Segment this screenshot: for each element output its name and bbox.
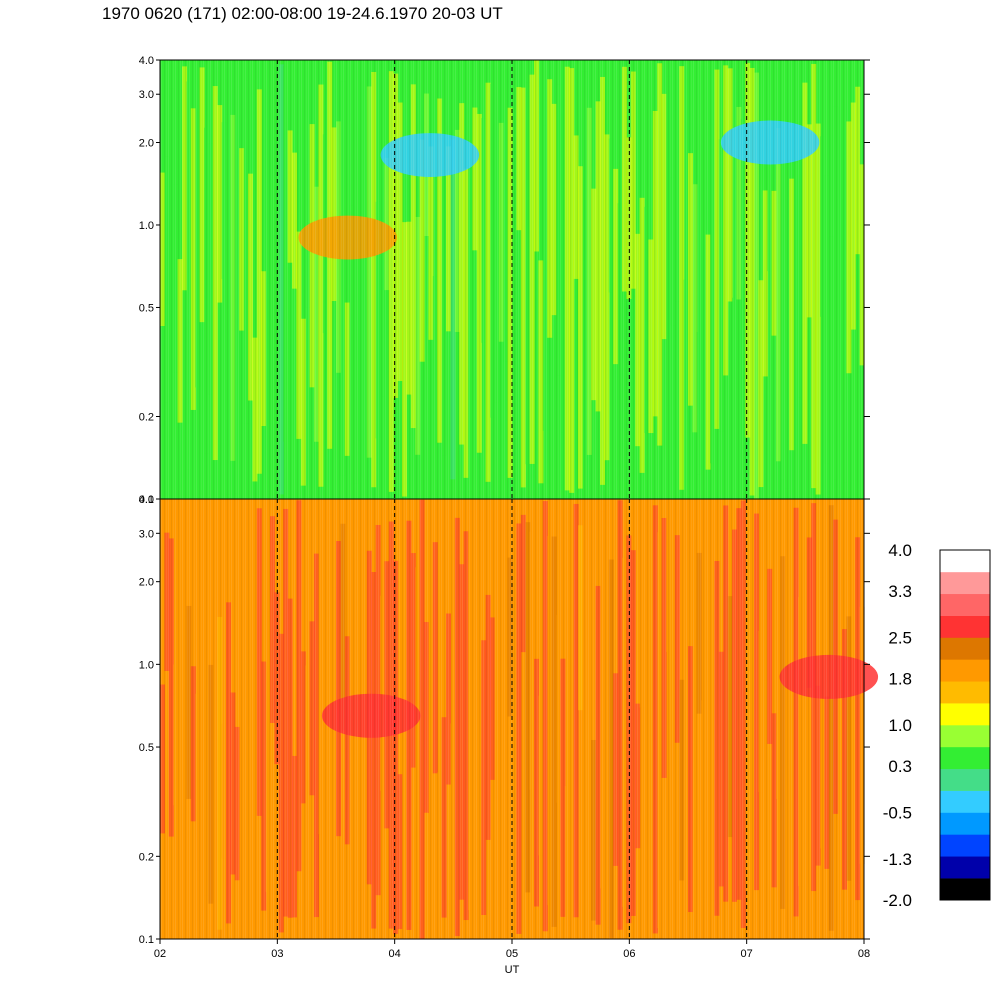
x-tick-label: 06 [623, 948, 635, 960]
colorbar: 4.0 3.3 2.5 1.8 1.0 0.3 -0.5 -1.3 -2.0 [883, 541, 991, 910]
colorbar-label: 1.8 [888, 669, 912, 688]
colorbar-frame [939, 549, 991, 901]
x-tick-label: 03 [271, 948, 283, 960]
y-tick-label: 1.0 [139, 220, 154, 232]
colorbar-label: 2.5 [888, 629, 912, 648]
colorbar-label: 1.0 [888, 716, 912, 735]
y-tick-label: 2.0 [139, 577, 154, 589]
x-tick-label: 05 [506, 948, 518, 960]
colorbar-segment [940, 571, 990, 595]
colorbar-segment [940, 703, 990, 726]
x-tick-label: 08 [858, 948, 870, 960]
panel-upper: 4.0 3.0 2.0 1.0 0.5 0.2 0.1 [139, 55, 870, 506]
y-tick-label: 4.0 [139, 494, 154, 506]
x-tick-label: 02 [154, 948, 166, 960]
colorbar-label: -2.0 [883, 891, 912, 910]
colorbar-label: -1.3 [883, 850, 912, 869]
colorbar-segment [940, 550, 990, 573]
colorbar-segment [940, 637, 990, 660]
x-tick-label: 04 [389, 948, 401, 960]
y-tick-label: 3.0 [139, 89, 154, 101]
colorbar-segment [940, 615, 990, 638]
colorbar-segment [940, 768, 990, 791]
y-tick-label: 4.0 [139, 55, 154, 67]
y-tick-label: 0.1 [139, 494, 154, 506]
chart-title: 1970 0620 (171) 02:00-08:00 19-24.6.1970… [102, 4, 503, 23]
colorbar-segment [940, 746, 990, 770]
y-tick-label: 1.0 [139, 659, 154, 671]
y-tick-label: 0.1 [139, 934, 154, 946]
colorbar-segment [940, 812, 990, 835]
colorbar-segment [940, 659, 990, 682]
colorbar-label: -0.5 [883, 804, 912, 823]
colorbar-segment [940, 725, 990, 748]
y-tick-label: 0.2 [139, 412, 154, 424]
colorbar-segment [940, 790, 990, 813]
colorbar-segment [940, 878, 990, 901]
colorbar-label: 0.3 [888, 757, 912, 776]
x-tick-label: 07 [741, 948, 753, 960]
y-tick-label: 0.5 [139, 302, 154, 314]
colorbar-segment [940, 681, 990, 704]
colorbar-label: 4.0 [888, 541, 912, 560]
y-tick-label: 0.5 [139, 742, 154, 754]
y-tick-label: 2.0 [139, 137, 154, 149]
colorbar-segment [940, 593, 990, 616]
colorbar-segment [940, 834, 990, 857]
y-tick-label: 0.2 [139, 851, 154, 863]
colorbar-label: 3.3 [888, 582, 912, 601]
colorbar-segment [940, 856, 990, 879]
x-axis-label: UT [505, 964, 520, 976]
y-tick-label: 3.0 [139, 528, 154, 540]
